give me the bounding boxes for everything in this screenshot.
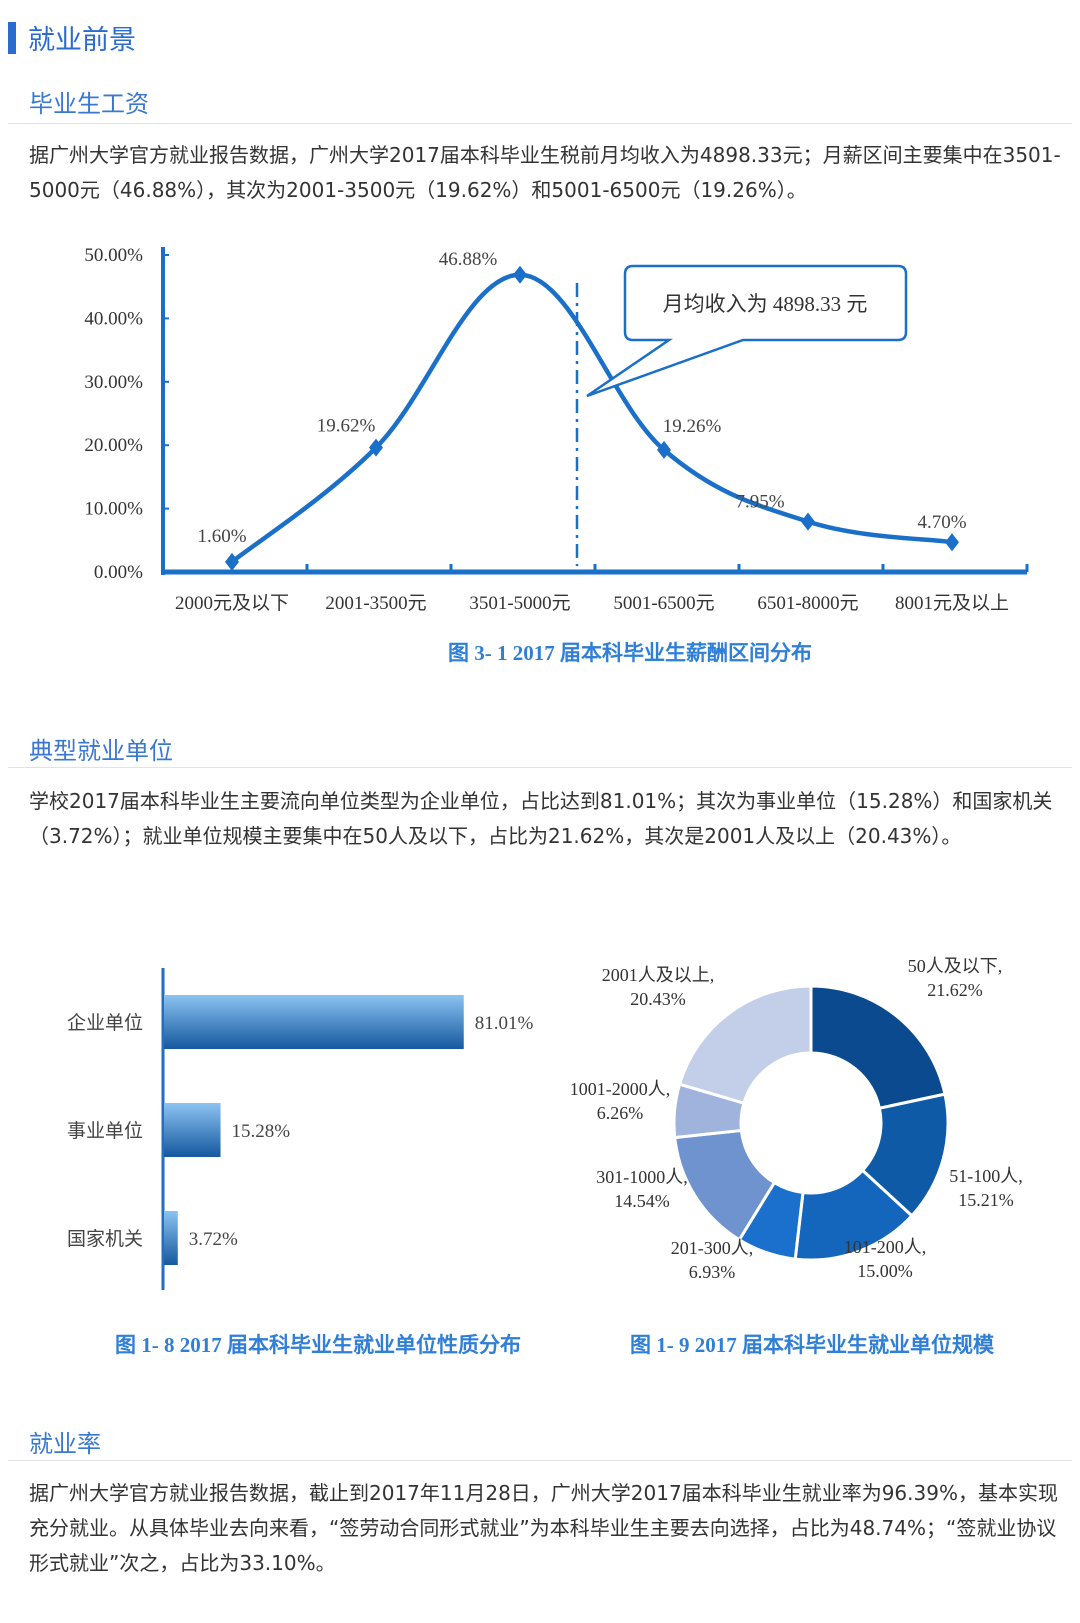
data-point-marker (225, 552, 239, 571)
slice-label: 50人及以下, (908, 956, 1003, 976)
x-tick-label: 6501-8000元 (757, 593, 858, 614)
x-tick-label: 2001-3500元 (325, 593, 426, 614)
page-title: 就业前景 (28, 25, 136, 56)
y-tick-label: 20.00% (84, 435, 143, 456)
section-heading-employers: 典型就业单位 (29, 737, 173, 765)
data-point-marker (945, 533, 959, 552)
data-label: 19.26% (663, 416, 722, 437)
bar (164, 1103, 221, 1157)
salary-line-chart: 0.00% 10.00% 20.00% 30.00% 40.00% 50.00% 2000元… (84, 245, 1029, 665)
employers-paragraph: 学校2017届本科毕业生主要流向单位类型为企业单位，占比达到81.01%；其次为… (29, 789, 1053, 848)
slice-value: 6.26% (597, 1103, 644, 1123)
slice-value: 6.93% (689, 1262, 736, 1282)
slice-label: 1001-2000人, (570, 1079, 671, 1099)
data-label: 4.70% (917, 512, 966, 533)
callout-text: 月均收入为 4898.33 元 (663, 292, 868, 316)
data-point-marker (657, 440, 671, 459)
category-label: 企业单位 (67, 1012, 143, 1034)
data-label: 81.01% (475, 1013, 534, 1034)
slice-value: 21.62% (927, 980, 983, 1000)
slice-label: 301-1000人, (596, 1167, 688, 1187)
divider (8, 123, 1072, 124)
data-label: 7.95% (735, 492, 784, 513)
y-tick-label: 10.00% (84, 499, 143, 520)
y-tick-label: 40.00% (84, 308, 143, 329)
x-tick-label: 5001-6500元 (613, 593, 714, 614)
slice-label: 51-100人, (949, 1166, 1023, 1186)
y-tick-label: 50.00% (84, 245, 143, 266)
slice-label: 101-200人, (844, 1237, 927, 1257)
data-label: 1.60% (197, 526, 246, 547)
y-tick-label: 30.00% (84, 372, 143, 393)
section-heading-employment-rate: 就业率 (29, 1430, 101, 1458)
slice-value: 15.21% (958, 1190, 1014, 1210)
data-label: 19.62% (317, 416, 376, 437)
data-point-marker (801, 512, 815, 531)
data-label: 46.88% (439, 249, 498, 270)
chart-caption: 图 1- 9 2017 届本科毕业生就业单位规模 (630, 1333, 995, 1357)
employer-size-donut-chart: 50人及以下, 21.62% 51-100人, 15.21% 101-200人, 15.0… (570, 956, 1023, 1357)
category-label: 国家机关 (67, 1228, 143, 1250)
employment-rate-paragraph: 据广州大学官方就业报告数据，截止到2017年11月28日，广州大学2017届本科… (29, 1481, 1058, 1575)
slice-label: 201-300人, (671, 1238, 754, 1258)
slice-label: 2001人及以上, (602, 965, 715, 985)
data-point-marker (513, 265, 527, 284)
x-tick-label: 2000元及以下 (175, 593, 289, 614)
chart-caption: 图 3- 1 2017 届本科毕业生薪酬区间分布 (448, 641, 812, 665)
salary-paragraph: 据广州大学官方就业报告数据，广州大学2017届本科毕业生税前月均收入为4898.… (29, 143, 1061, 202)
donut-slice (677, 984, 813, 1106)
data-label: 3.72% (189, 1229, 238, 1250)
callout-box (586, 264, 908, 398)
employer-type-bar-chart: 企业单位 81.01% 事业单位 15.28% 国家机关 3.72% 图 1- 8 2017… (67, 968, 534, 1357)
y-tick-label: 0.00% (94, 562, 143, 583)
category-label: 事业单位 (67, 1120, 143, 1142)
data-label: 15.28% (232, 1121, 291, 1142)
x-tick-label: 8001元及以上 (895, 592, 1009, 614)
x-tick-label: 3501-5000元 (469, 593, 570, 614)
section-heading-salary: 毕业生工资 (29, 90, 149, 118)
slice-value: 15.00% (857, 1261, 913, 1281)
donut-slice (809, 984, 947, 1111)
bar (164, 1211, 178, 1265)
slice-value: 14.54% (614, 1191, 670, 1211)
data-point-marker (369, 438, 383, 457)
divider (8, 1460, 1072, 1461)
slice-value: 20.43% (630, 989, 686, 1009)
bar (164, 995, 464, 1049)
divider (8, 767, 1072, 768)
chart-caption: 图 1- 8 2017 届本科毕业生就业单位性质分布 (115, 1333, 521, 1357)
title-accent-bar (8, 22, 16, 54)
